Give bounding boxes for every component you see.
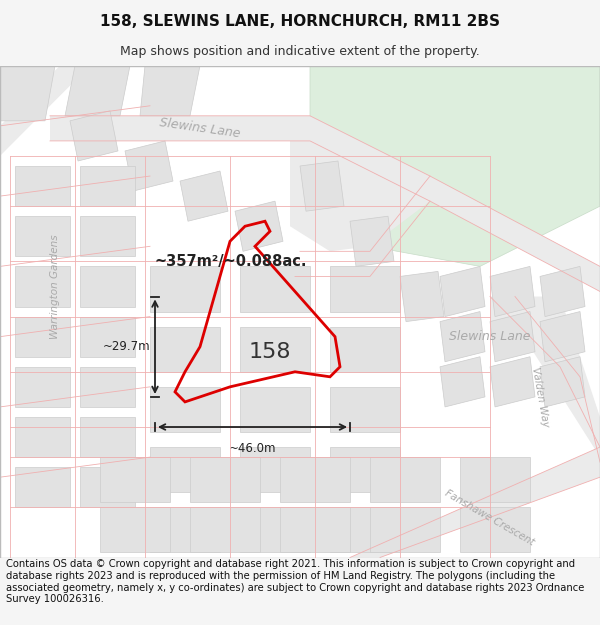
Text: ~29.7m: ~29.7m: [103, 340, 150, 353]
Polygon shape: [330, 387, 400, 432]
Polygon shape: [80, 317, 135, 357]
Polygon shape: [15, 166, 70, 206]
Polygon shape: [280, 508, 350, 552]
Text: ~357m²/~0.088ac.: ~357m²/~0.088ac.: [155, 254, 308, 269]
Polygon shape: [125, 141, 173, 191]
Polygon shape: [310, 66, 600, 266]
Text: Slewins Lane: Slewins Lane: [449, 330, 531, 343]
Polygon shape: [300, 161, 344, 211]
Polygon shape: [240, 266, 310, 311]
Polygon shape: [370, 508, 440, 552]
Polygon shape: [140, 66, 200, 116]
Text: Warrington Gardens: Warrington Gardens: [50, 234, 60, 339]
Polygon shape: [180, 171, 228, 221]
Polygon shape: [150, 447, 220, 493]
Polygon shape: [540, 311, 585, 362]
Text: Map shows position and indicative extent of the property.: Map shows position and indicative extent…: [120, 45, 480, 58]
Text: Slewins Lane: Slewins Lane: [159, 116, 241, 140]
Polygon shape: [490, 266, 535, 317]
Polygon shape: [280, 457, 350, 503]
Polygon shape: [240, 447, 310, 493]
Polygon shape: [330, 327, 400, 372]
Polygon shape: [490, 357, 535, 407]
Polygon shape: [235, 201, 283, 251]
Polygon shape: [240, 387, 310, 432]
Polygon shape: [190, 508, 260, 552]
Polygon shape: [0, 66, 55, 121]
Polygon shape: [290, 116, 430, 251]
Polygon shape: [100, 457, 170, 503]
Polygon shape: [370, 457, 440, 503]
Polygon shape: [80, 266, 135, 306]
Polygon shape: [540, 266, 585, 317]
Polygon shape: [150, 266, 220, 311]
Polygon shape: [440, 311, 485, 362]
Polygon shape: [490, 311, 535, 362]
Polygon shape: [330, 508, 400, 552]
Polygon shape: [430, 176, 600, 291]
Polygon shape: [80, 166, 135, 206]
Polygon shape: [80, 467, 135, 508]
Polygon shape: [440, 266, 485, 317]
Polygon shape: [150, 327, 220, 372]
Polygon shape: [65, 66, 130, 116]
Polygon shape: [490, 296, 600, 457]
Polygon shape: [15, 367, 70, 407]
Polygon shape: [80, 367, 135, 407]
Polygon shape: [240, 327, 310, 372]
Polygon shape: [150, 387, 220, 432]
Polygon shape: [15, 317, 70, 357]
Polygon shape: [15, 467, 70, 508]
Polygon shape: [15, 266, 70, 306]
Polygon shape: [540, 357, 585, 407]
Text: Valden Way: Valden Way: [530, 366, 550, 428]
Polygon shape: [350, 447, 600, 558]
Polygon shape: [440, 357, 485, 407]
Text: ~46.0m: ~46.0m: [229, 442, 276, 455]
Text: 158, SLEWINS LANE, HORNCHURCH, RM11 2BS: 158, SLEWINS LANE, HORNCHURCH, RM11 2BS: [100, 14, 500, 29]
Text: 158: 158: [249, 342, 291, 362]
Polygon shape: [100, 508, 170, 552]
Polygon shape: [50, 116, 430, 201]
Polygon shape: [460, 508, 530, 552]
Polygon shape: [0, 66, 600, 558]
Text: Fanshawe Crescent: Fanshawe Crescent: [443, 488, 536, 547]
Polygon shape: [330, 447, 400, 493]
Text: Contains OS data © Crown copyright and database right 2021. This information is : Contains OS data © Crown copyright and d…: [6, 559, 584, 604]
Polygon shape: [190, 457, 260, 503]
Polygon shape: [330, 266, 400, 311]
Polygon shape: [0, 66, 90, 156]
Polygon shape: [240, 508, 310, 552]
Polygon shape: [460, 457, 530, 503]
Polygon shape: [80, 216, 135, 256]
Polygon shape: [70, 111, 118, 161]
Polygon shape: [150, 508, 220, 552]
Polygon shape: [400, 271, 444, 322]
Polygon shape: [15, 417, 70, 457]
Polygon shape: [350, 216, 394, 266]
Polygon shape: [15, 216, 70, 256]
Polygon shape: [80, 417, 135, 457]
